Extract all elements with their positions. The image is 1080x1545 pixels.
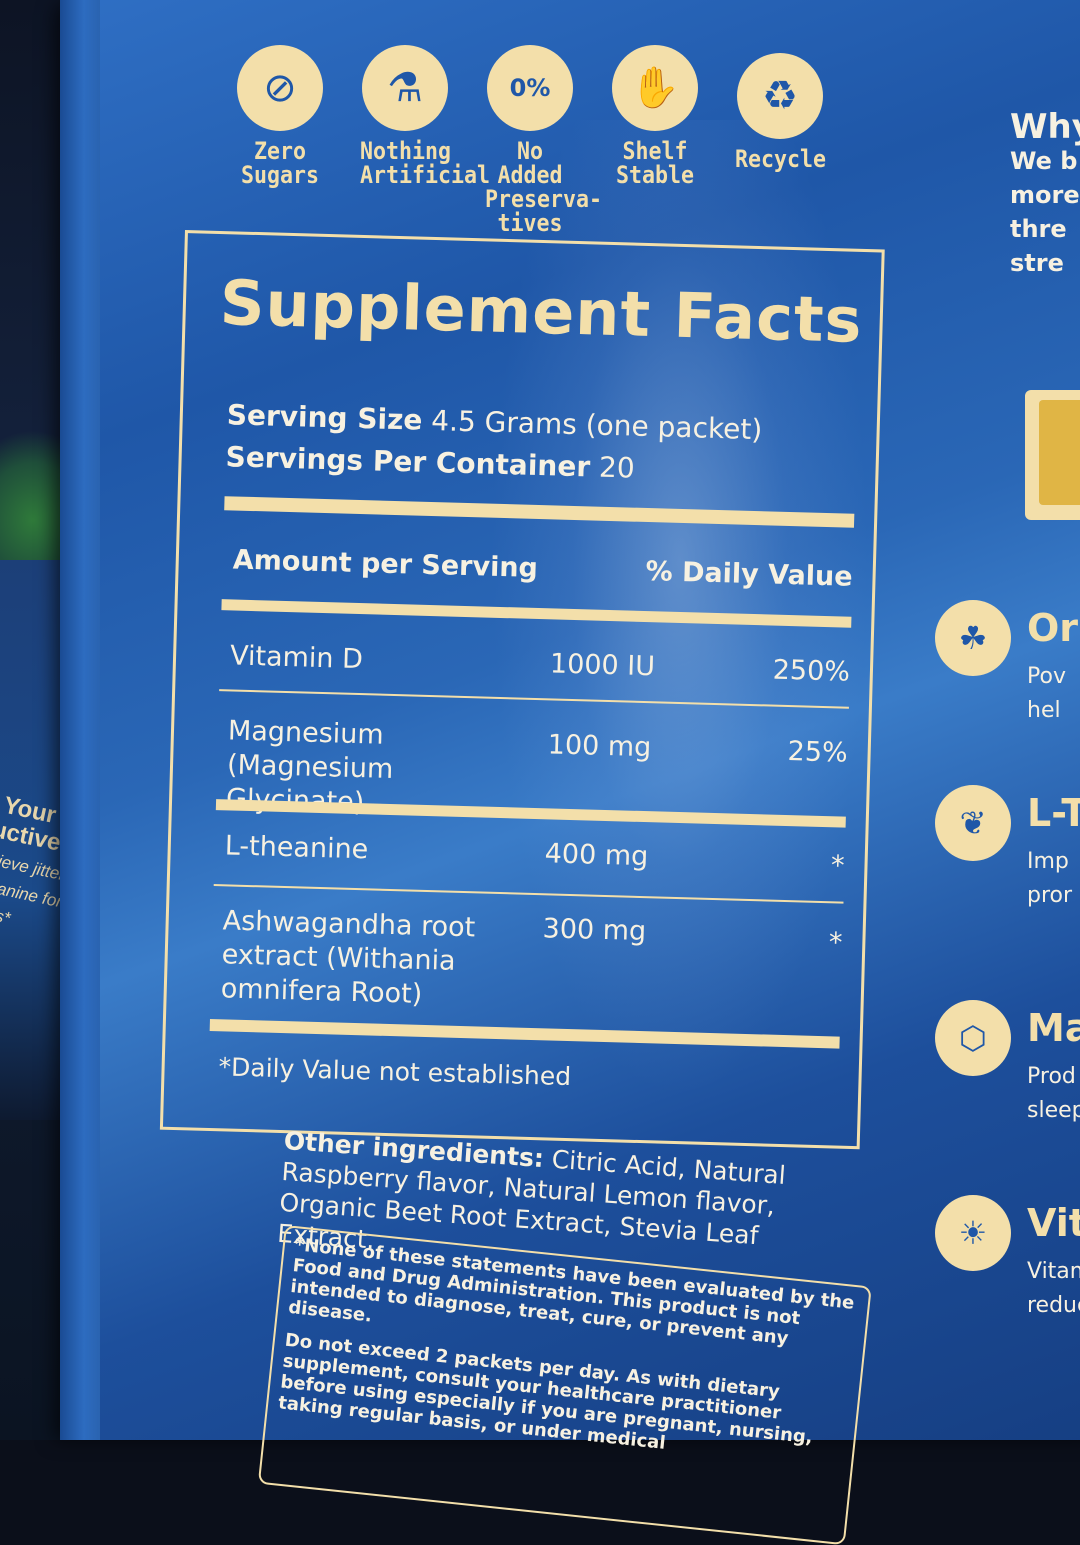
daily-value-footnote: *Daily Value not established: [218, 1052, 572, 1092]
nutrient-row: Ashwagandha root extract (Withania omnif…: [220, 904, 843, 1010]
nutrient-daily-value: *: [830, 850, 845, 882]
nutrient-daily-value: 25%: [787, 736, 849, 769]
badge-shelf-stable: ✋ Shelf Stable: [605, 45, 705, 187]
recycle-icon: ♻: [737, 53, 823, 139]
beaker-icon: [1025, 390, 1080, 520]
feature-title: Or: [1027, 606, 1079, 650]
servings-per-container-label: Servings Per Container: [225, 440, 591, 484]
sugar-cube-crossed-icon: ⊘: [237, 45, 323, 131]
badge-zero-sugars: ⊘ Zero Sugars: [230, 45, 330, 187]
nutrient-daily-value: 250%: [772, 654, 851, 688]
nutrient-name: L-theanine: [224, 830, 369, 866]
nutrient-amount: 100 mg: [547, 729, 652, 764]
mortar-herbs-icon: ☘: [935, 600, 1011, 676]
badge-label-line: Preserva-: [485, 185, 603, 213]
divider-thick: [221, 599, 852, 628]
nutrient-amount: 400 mg: [544, 838, 649, 873]
why-text-line: We b: [1010, 147, 1078, 175]
facts-title: Supplement Facts: [218, 266, 864, 357]
feature-desc-line: reduc: [1027, 1293, 1080, 1318]
molecule-icon: ⬡: [935, 1000, 1011, 1076]
feature-title: Vita: [1027, 1201, 1080, 1245]
badge-recycle: ♻ Recycle: [730, 53, 830, 171]
serving-size-value: 4.5 Grams (one packet): [430, 403, 763, 447]
supplement-pouch: [60, 0, 1080, 1440]
badge-label-line: Shelf: [622, 137, 688, 165]
feature-title: Ma: [1027, 1006, 1080, 1050]
feature-desc-line: sleep: [1027, 1098, 1080, 1123]
why-text-line: stre: [1010, 249, 1064, 277]
badge-no-added-preservatives: 0% No Added Preserva- tives: [480, 45, 603, 237]
badge-label-line: Stable: [615, 161, 695, 189]
divider-thick: [209, 1019, 840, 1049]
badge-label-line: No Added: [497, 137, 563, 189]
why-text-line: thre: [1010, 215, 1067, 243]
feature-desc-line: Imp: [1027, 849, 1069, 874]
daily-value-header: % Daily Value: [645, 556, 853, 593]
feature-badges: ⊘ Zero Sugars ⚗ Nothing Artificial 0% No…: [230, 45, 850, 235]
servings-per-container-value: 20: [598, 450, 636, 485]
divider-thin: [219, 689, 849, 709]
serving-size-label: Serving Size: [226, 398, 423, 437]
flask-crossed-icon: ⚗: [362, 45, 448, 131]
facts-header-row: Amount per Serving % Daily Value: [232, 544, 853, 592]
badge-label-line: Sugars: [240, 161, 320, 189]
divider-thin: [213, 884, 844, 904]
sun-drop-icon: ☀: [935, 1195, 1011, 1271]
supplement-facts-panel: Supplement Facts Serving Size 4.5 Grams …: [159, 230, 885, 1150]
badge-label-line: tives: [497, 209, 563, 237]
feature-desc-line: hel: [1027, 698, 1061, 723]
nutrient-row: L-theanine 400 mg *: [224, 829, 845, 881]
feature-desc-line: Prod: [1027, 1064, 1076, 1089]
zero-percent-drop-icon: 0%: [487, 45, 573, 131]
why-title: Why: [1010, 107, 1080, 147]
pouch-seam: [60, 0, 100, 1440]
why-text-line: more: [1010, 181, 1080, 209]
feature-desc-line: Pov: [1027, 664, 1066, 689]
divider-thick: [224, 496, 855, 528]
amount-per-serving-header: Amount per Serving: [232, 544, 539, 584]
serving-info: Serving Size 4.5 Grams (one packet) Serv…: [225, 394, 763, 493]
nutrient-row: Magnesium (Magnesium Glycinate) 100 mg 2…: [226, 714, 848, 818]
nutrient-name: Ashwagandha root extract (Withania omnif…: [220, 905, 476, 1010]
nutrient-name: Vitamin D: [229, 640, 364, 676]
why-section: Why We b more thre stre: [1010, 110, 1080, 280]
nutrient-amount: 1000 IU: [549, 648, 656, 683]
badge-label-line: Recycle: [735, 145, 827, 173]
nutrient-amount: 300 mg: [542, 913, 647, 948]
leaf-icon: ❦: [935, 785, 1011, 861]
feature-desc-line: Vitam: [1027, 1259, 1080, 1284]
nutrient-row: Vitamin D 1000 IU 250%: [230, 639, 851, 687]
badge-label-line: Zero: [253, 137, 307, 165]
badge-nothing-artificial: ⚗ Nothing Artificial: [355, 45, 491, 189]
right-side-panel: Why We b more thre stre ☘ Or Pov hel ❦ L…: [930, 0, 1080, 1440]
feature-desc-line: pror: [1027, 883, 1073, 908]
nutrient-daily-value: *: [828, 927, 843, 959]
badge-label-line: Nothing: [360, 137, 452, 165]
feature-title: L-T: [1027, 791, 1080, 835]
can-hand-icon: ✋: [612, 45, 698, 131]
badge-label-line: Artificial: [360, 161, 491, 189]
